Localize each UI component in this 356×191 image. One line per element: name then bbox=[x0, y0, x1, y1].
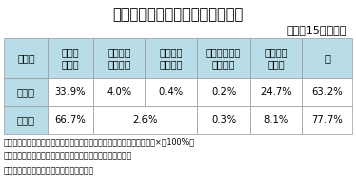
Text: 全国の処理率は国の公表データーを基に三重県が算出。: 全国の処理率は国の公表データーを基に三重県が算出。 bbox=[4, 152, 132, 161]
Text: 排水施設: 排水施設 bbox=[159, 59, 183, 69]
Text: 区　域: 区 域 bbox=[17, 53, 35, 63]
Text: 8.1%: 8.1% bbox=[263, 115, 288, 125]
Text: 注）生活排水処理施設の整備率：処理可能層住人口／住民基本台帳人口×（100%）: 注）生活排水処理施設の整備率：処理可能層住人口／住民基本台帳人口×（100%） bbox=[4, 138, 195, 146]
Text: 計: 計 bbox=[324, 53, 330, 63]
Text: 77.7%: 77.7% bbox=[312, 115, 343, 125]
Text: 2.6%: 2.6% bbox=[132, 115, 158, 125]
Text: 排水施設: 排水施設 bbox=[107, 59, 131, 69]
Text: 浄化槽: 浄化槽 bbox=[267, 59, 285, 69]
Text: 合併処理: 合併処理 bbox=[264, 47, 288, 57]
Text: 下水道: 下水道 bbox=[62, 59, 79, 69]
Text: コミュニティ: コミュニティ bbox=[206, 47, 241, 57]
Text: 0.3%: 0.3% bbox=[211, 115, 236, 125]
Text: 4.0%: 4.0% bbox=[106, 87, 131, 97]
Text: 生活排水処理施設の整備率の状況: 生活排水処理施設の整備率の状況 bbox=[112, 7, 244, 22]
Text: 農業集落: 農業集落 bbox=[107, 47, 131, 57]
Text: 全　国: 全 国 bbox=[17, 115, 35, 125]
Text: 率の計は四捨五入の関係で合わない。: 率の計は四捨五入の関係で合わない。 bbox=[4, 166, 94, 175]
Text: 公　共: 公 共 bbox=[62, 47, 79, 57]
Text: 0.4%: 0.4% bbox=[159, 87, 184, 97]
Text: 63.2%: 63.2% bbox=[312, 87, 343, 97]
Text: （平成15年度末）: （平成15年度末） bbox=[287, 25, 347, 35]
Text: 三重県: 三重県 bbox=[17, 87, 35, 97]
Text: プラント: プラント bbox=[212, 59, 235, 69]
Text: 漁業集落: 漁業集落 bbox=[159, 47, 183, 57]
Text: 33.9%: 33.9% bbox=[55, 87, 86, 97]
Text: 24.7%: 24.7% bbox=[260, 87, 292, 97]
Text: 66.7%: 66.7% bbox=[54, 115, 86, 125]
Text: 0.2%: 0.2% bbox=[211, 87, 236, 97]
